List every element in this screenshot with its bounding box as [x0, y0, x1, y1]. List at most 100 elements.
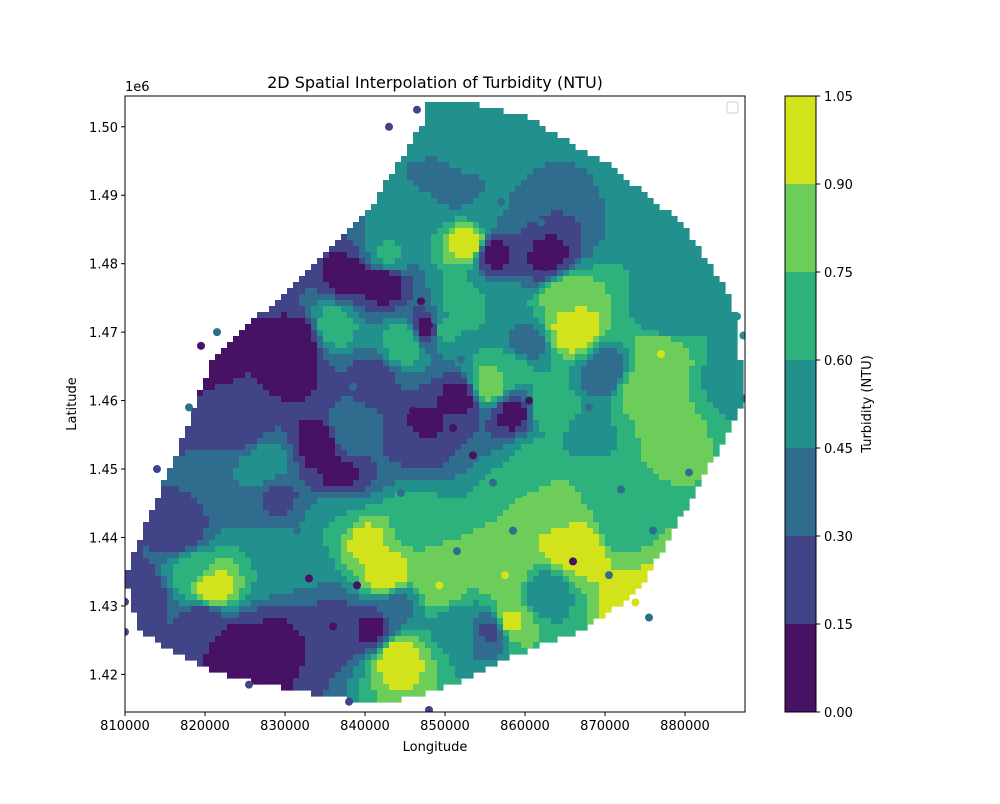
field-cell [701, 294, 708, 301]
field-cell [557, 528, 564, 535]
field-cell [551, 384, 558, 391]
field-cell [557, 192, 564, 199]
field-cell [155, 522, 162, 529]
field-cell [491, 396, 498, 403]
field-cell [407, 240, 414, 247]
field-cell [209, 384, 216, 391]
field-cell [347, 534, 354, 541]
field-cell [551, 486, 558, 493]
field-cell [449, 252, 456, 259]
field-cell [323, 432, 330, 439]
field-cell [575, 168, 582, 175]
field-cell [539, 174, 546, 181]
field-cell [455, 318, 462, 325]
field-cell [521, 318, 528, 325]
field-cell [401, 174, 408, 181]
field-cell [683, 456, 690, 463]
field-cell [503, 324, 510, 331]
field-cell [527, 438, 534, 445]
field-cell [359, 468, 366, 475]
field-cell [449, 462, 456, 469]
field-cell [413, 180, 420, 187]
field-cell [467, 444, 474, 451]
field-cell [311, 264, 318, 271]
field-cell [629, 228, 636, 235]
field-cell [329, 306, 336, 313]
field-cell [425, 510, 432, 517]
field-cell [677, 510, 684, 517]
field-cell [563, 174, 570, 181]
field-cell [395, 168, 402, 175]
field-cell [731, 354, 738, 361]
field-cell [299, 312, 306, 319]
field-cell [701, 348, 708, 355]
field-cell [275, 438, 282, 445]
field-cell [569, 264, 576, 271]
field-cell [503, 450, 510, 457]
field-cell [455, 378, 462, 385]
field-cell [431, 294, 438, 301]
field-cell [287, 378, 294, 385]
field-cell [191, 432, 198, 439]
field-cell [599, 378, 606, 385]
field-cell [431, 192, 438, 199]
field-cell [605, 360, 612, 367]
field-cell [611, 492, 618, 499]
field-cell [371, 420, 378, 427]
field-cell [623, 504, 630, 511]
field-cell [395, 462, 402, 469]
field-cell [671, 312, 678, 319]
field-cell [515, 228, 522, 235]
field-cell [635, 318, 642, 325]
field-cell [623, 498, 630, 505]
field-cell [371, 426, 378, 433]
field-cell [479, 120, 486, 127]
field-cell [413, 198, 420, 205]
field-cell [425, 372, 432, 379]
field-cell [509, 234, 516, 241]
field-cell [323, 372, 330, 379]
field-cell [497, 162, 504, 169]
field-cell [413, 342, 420, 349]
field-cell [539, 342, 546, 349]
field-cell [245, 498, 252, 505]
field-cell [407, 258, 414, 265]
field-cell [497, 210, 504, 217]
field-cell [389, 204, 396, 211]
field-cell [233, 528, 240, 535]
field-cell [461, 438, 468, 445]
field-cell [647, 354, 654, 361]
field-cell [407, 372, 414, 379]
field-cell [389, 480, 396, 487]
field-cell [251, 336, 258, 343]
field-cell [641, 390, 648, 397]
field-cell [413, 486, 420, 493]
field-cell [521, 288, 528, 295]
field-cell [323, 456, 330, 463]
field-cell [533, 366, 540, 373]
field-cell [467, 414, 474, 421]
field-cell [419, 264, 426, 271]
field-cell [341, 474, 348, 481]
field-cell [353, 264, 360, 271]
field-cell [419, 144, 426, 151]
field-cell [395, 240, 402, 247]
field-cell [191, 498, 198, 505]
field-cell [473, 228, 480, 235]
field-cell [281, 384, 288, 391]
field-cell [509, 132, 516, 139]
field-cell [293, 450, 300, 457]
field-cell [431, 198, 438, 205]
field-cell [173, 498, 180, 505]
field-cell [593, 168, 600, 175]
field-cell [425, 174, 432, 181]
field-cell [521, 492, 528, 499]
field-cell [629, 360, 636, 367]
field-cell [299, 282, 306, 289]
field-cell [443, 354, 450, 361]
field-cell [491, 486, 498, 493]
field-cell [329, 396, 336, 403]
field-cell [701, 288, 708, 295]
field-cell [257, 342, 264, 349]
field-cell [443, 450, 450, 457]
